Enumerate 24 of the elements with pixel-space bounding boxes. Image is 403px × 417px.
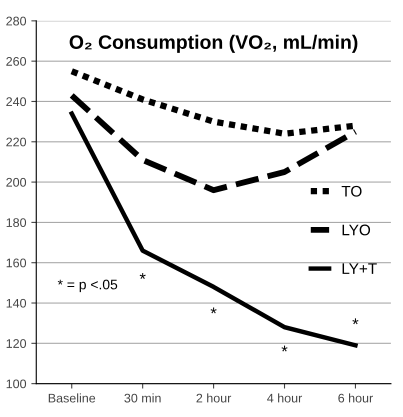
y-tick-label: 280 <box>6 16 26 26</box>
x-tick-label: 6 hour <box>338 393 373 403</box>
x-tick-label: 2 hour <box>196 393 232 403</box>
x-tick-label: 30 min <box>124 393 161 403</box>
legend-label: LYO <box>342 224 370 236</box>
y-tick-label: 240 <box>6 97 26 106</box>
annotation: * <box>210 308 217 314</box>
x-tick-label: 4 hour <box>267 393 302 403</box>
legend-label: LY+T <box>342 263 377 274</box>
annotation: * = p <.05 <box>58 280 118 292</box>
y-tick-label: 260 <box>6 56 26 66</box>
y-tick-label: 120 <box>6 339 26 348</box>
y-tick-label: 180 <box>6 218 26 228</box>
annotation: * <box>352 318 358 324</box>
y-tick-label: 200 <box>6 178 26 187</box>
annotation: * <box>282 346 288 352</box>
y-tick-label: 100 <box>6 379 26 388</box>
y-tick-label: 220 <box>6 138 26 146</box>
text: O₂ Consumption (VO₂, mL/min) <box>70 34 358 53</box>
legend-label: TO <box>342 186 362 197</box>
y-tick-label: 140 <box>6 298 26 308</box>
annotation: * <box>140 273 146 279</box>
y-tick-label: 160 <box>6 258 26 268</box>
x-tick-label: Baseline <box>48 393 96 403</box>
